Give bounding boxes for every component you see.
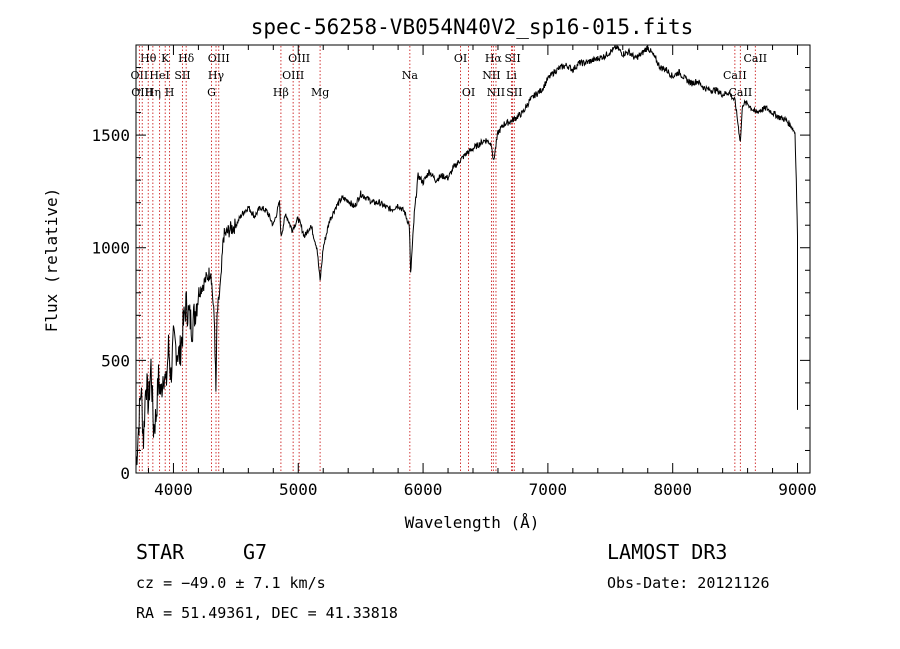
line-marker-label: SII	[504, 52, 520, 65]
line-marker-label: Na	[402, 69, 419, 82]
object-class: STAR	[136, 540, 185, 564]
y-tick-label: 500	[101, 351, 130, 370]
line-marker-label: G	[207, 86, 216, 99]
x-tick-label: 8000	[653, 480, 692, 499]
line-marker-label: OIII	[282, 69, 304, 82]
line-marker-label: CaII	[743, 52, 767, 65]
y-tick-label: 1500	[91, 126, 130, 145]
line-marker-label: K	[161, 52, 170, 65]
x-tick-labels: 4000 5000 6000 7000 8000 9000	[154, 480, 817, 499]
line-marker-label: Hγ	[208, 69, 225, 82]
line-marker-label: OIII	[131, 86, 153, 99]
x-tick-label: 4000	[154, 480, 193, 499]
line-marker-label: CaII	[729, 86, 753, 99]
y-tick-labels: 0 500 1000 1500	[91, 126, 130, 483]
line-marker-label: HeI	[149, 69, 169, 82]
line-marker-label: SII	[506, 86, 522, 99]
line-marker-label: Hθ	[140, 52, 157, 65]
axis-ticks	[136, 44, 810, 474]
redshift-cz: cz = −49.0 ± 7.1 km/s	[136, 574, 326, 592]
line-marker-label: CaII	[723, 69, 747, 82]
chart-title: spec-56258-VB054N40V2_sp16-015.fits	[251, 15, 694, 39]
x-tick-label: 5000	[279, 480, 318, 499]
line-marker-label: NII	[487, 86, 505, 99]
line-marker-label: OII	[131, 69, 149, 82]
y-axis-label: Flux (relative)	[42, 188, 61, 333]
line-marker-label: NII	[482, 69, 500, 82]
obs-date: Obs-Date: 20121126	[607, 574, 770, 592]
line-marker-label: Hη	[145, 86, 161, 99]
line-marker-label: Li	[506, 69, 517, 82]
spectrum-line	[135, 44, 798, 467]
line-marker-label: Mg	[311, 86, 329, 99]
line-marker-label: OIII	[208, 52, 230, 65]
line-marker-label: Hα	[485, 52, 503, 65]
line-marker-label: OI	[462, 86, 475, 99]
x-tick-label: 6000	[404, 480, 443, 499]
x-axis-label: Wavelength (Å)	[405, 513, 540, 532]
y-tick-label: 1000	[91, 239, 130, 258]
plot-frame	[135, 44, 811, 474]
line-marker-label: H	[165, 86, 175, 99]
survey-name: LAMOST DR3	[607, 540, 728, 564]
x-tick-label: 7000	[529, 480, 568, 499]
line-marker-label: Hδ	[178, 52, 195, 65]
line-markers: Hθ OII OIII HeI K Hη H Hδ SII OIII Hγ G OIII OIII Hβ Mg…	[131, 46, 767, 472]
line-marker-label: OIII	[288, 52, 310, 65]
line-marker-label: Hβ	[273, 86, 289, 99]
x-tick-label: 9000	[778, 480, 817, 499]
y-tick-label: 0	[120, 464, 130, 483]
object-subclass: G7	[243, 540, 268, 564]
line-marker-label: OI	[454, 52, 467, 65]
line-marker-label: SII	[174, 69, 190, 82]
coordinates: RA = 51.49361, DEC = 41.33818	[136, 604, 398, 622]
